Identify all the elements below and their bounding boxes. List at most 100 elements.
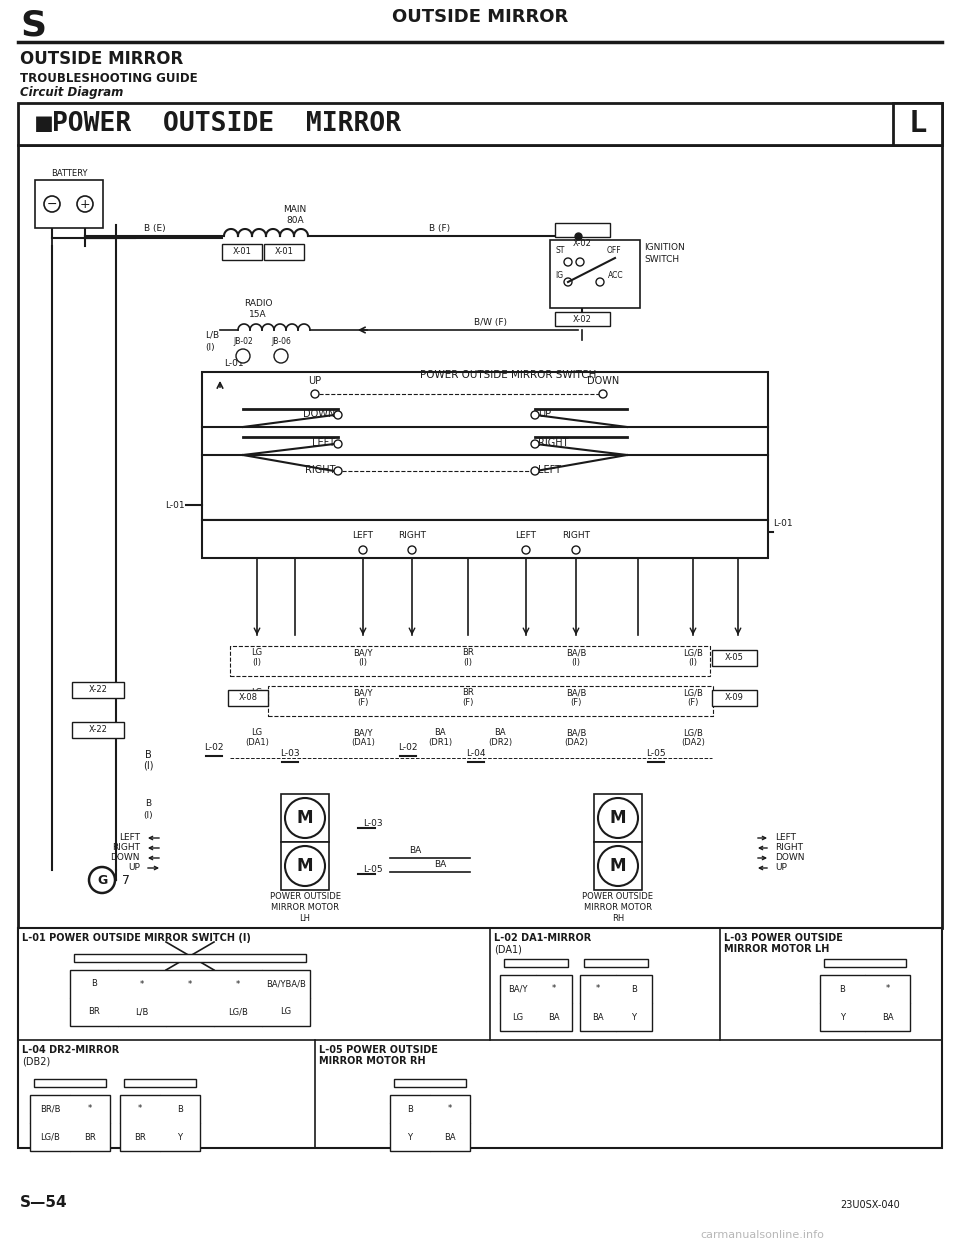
Circle shape xyxy=(522,546,530,553)
Text: L-05 POWER OUTSIDE: L-05 POWER OUTSIDE xyxy=(319,1045,438,1055)
Text: B: B xyxy=(631,984,636,994)
Text: MIRROR MOTOR RH: MIRROR MOTOR RH xyxy=(319,1055,425,1065)
Text: LG
(F): LG (F) xyxy=(252,689,263,707)
Text: (I): (I) xyxy=(143,760,154,770)
Text: L-03 POWER OUTSIDE: L-03 POWER OUTSIDE xyxy=(724,933,843,943)
Text: L-03: L-03 xyxy=(363,820,383,829)
Text: BR: BR xyxy=(84,1133,96,1142)
Text: L-01: L-01 xyxy=(165,501,185,510)
Bar xyxy=(18,145,942,928)
Text: LG
(I): LG (I) xyxy=(252,649,263,667)
Text: G: G xyxy=(97,874,108,886)
Circle shape xyxy=(531,411,539,419)
Text: DOWN: DOWN xyxy=(302,409,335,419)
Text: Y: Y xyxy=(407,1133,413,1142)
Text: DOWN: DOWN xyxy=(110,854,140,863)
Text: *: * xyxy=(236,979,240,989)
Text: B: B xyxy=(91,979,97,989)
Text: RH: RH xyxy=(612,914,624,923)
Text: *: * xyxy=(596,984,600,994)
Text: LG: LG xyxy=(513,1013,523,1022)
Bar xyxy=(580,975,652,1030)
Bar xyxy=(74,954,306,962)
Bar xyxy=(202,520,768,558)
Text: DOWN: DOWN xyxy=(587,376,619,386)
Text: L: L xyxy=(908,109,926,139)
Text: Y: Y xyxy=(840,1013,845,1022)
Text: L-04 DR2-MIRROR: L-04 DR2-MIRROR xyxy=(22,1045,119,1055)
Text: L-04: L-04 xyxy=(467,749,486,757)
Text: UP: UP xyxy=(538,409,551,419)
Circle shape xyxy=(311,391,319,398)
Text: (DA1): (DA1) xyxy=(494,944,522,954)
Text: BA: BA xyxy=(434,860,446,869)
Text: L-02: L-02 xyxy=(204,742,224,752)
Text: *: * xyxy=(140,979,144,989)
Text: S—54: S—54 xyxy=(20,1194,67,1209)
Bar xyxy=(394,1079,466,1087)
Text: ACC: ACC xyxy=(608,270,624,280)
Circle shape xyxy=(334,411,342,419)
Text: RADIO: RADIO xyxy=(244,299,273,308)
Text: RIGHT: RIGHT xyxy=(398,532,426,541)
Bar xyxy=(120,1096,200,1151)
Text: L/B: L/B xyxy=(205,331,219,341)
Circle shape xyxy=(285,846,325,886)
Text: BA/Y
(F): BA/Y (F) xyxy=(353,689,372,707)
Text: −: − xyxy=(47,198,58,210)
Text: MIRROR MOTOR: MIRROR MOTOR xyxy=(271,903,339,911)
Bar xyxy=(35,180,103,228)
Bar xyxy=(202,372,768,520)
Text: *: * xyxy=(138,1104,142,1113)
Text: LEFT: LEFT xyxy=(119,834,140,843)
Text: BA: BA xyxy=(881,1013,894,1022)
Circle shape xyxy=(598,846,638,886)
Text: RIGHT: RIGHT xyxy=(775,844,803,853)
Bar xyxy=(72,682,124,699)
Bar xyxy=(228,690,268,706)
Text: BR: BR xyxy=(88,1008,100,1017)
Text: L-03: L-03 xyxy=(280,749,300,757)
Text: *: * xyxy=(188,979,192,989)
Text: +: + xyxy=(80,198,90,210)
Text: ST: ST xyxy=(555,245,564,255)
Text: (DB2): (DB2) xyxy=(22,1055,50,1065)
Text: POWER OUTSIDE: POWER OUTSIDE xyxy=(583,891,654,901)
Text: MIRROR MOTOR: MIRROR MOTOR xyxy=(584,903,652,911)
Text: B (E): B (E) xyxy=(144,224,166,233)
Circle shape xyxy=(334,467,342,475)
Text: 15A: 15A xyxy=(250,310,267,319)
Text: X-09: X-09 xyxy=(725,694,743,702)
Text: BA: BA xyxy=(409,846,421,855)
Text: BA/B
(DA2): BA/B (DA2) xyxy=(564,727,588,747)
Text: LEFT: LEFT xyxy=(775,834,796,843)
Text: M: M xyxy=(610,858,626,875)
Circle shape xyxy=(576,258,584,265)
Text: M: M xyxy=(610,809,626,828)
Bar xyxy=(893,103,942,145)
Text: RIGHT: RIGHT xyxy=(538,438,568,448)
Circle shape xyxy=(564,278,572,285)
Text: BA/Y: BA/Y xyxy=(508,984,528,994)
Circle shape xyxy=(531,467,539,475)
Circle shape xyxy=(334,439,342,448)
Text: JB-02: JB-02 xyxy=(233,337,252,346)
Text: LH: LH xyxy=(300,914,310,923)
Text: LG/B
(DA2): LG/B (DA2) xyxy=(681,727,705,747)
Text: BA
(DR2): BA (DR2) xyxy=(488,727,512,747)
Text: 7: 7 xyxy=(122,874,130,886)
Bar xyxy=(18,928,942,1148)
Bar xyxy=(222,244,262,260)
Text: BA/Y
(I): BA/Y (I) xyxy=(353,649,372,667)
Text: BA/Y
(DA1): BA/Y (DA1) xyxy=(351,727,375,747)
Text: LG/B: LG/B xyxy=(228,1008,248,1017)
Bar xyxy=(555,223,610,237)
Text: B: B xyxy=(840,984,846,994)
Text: B: B xyxy=(177,1104,183,1113)
Bar xyxy=(30,1096,110,1151)
Text: B/W (F): B/W (F) xyxy=(473,318,507,327)
Bar xyxy=(550,240,640,308)
Text: L-01: L-01 xyxy=(773,520,793,528)
Bar xyxy=(820,975,910,1030)
Text: LEFT: LEFT xyxy=(516,532,537,541)
